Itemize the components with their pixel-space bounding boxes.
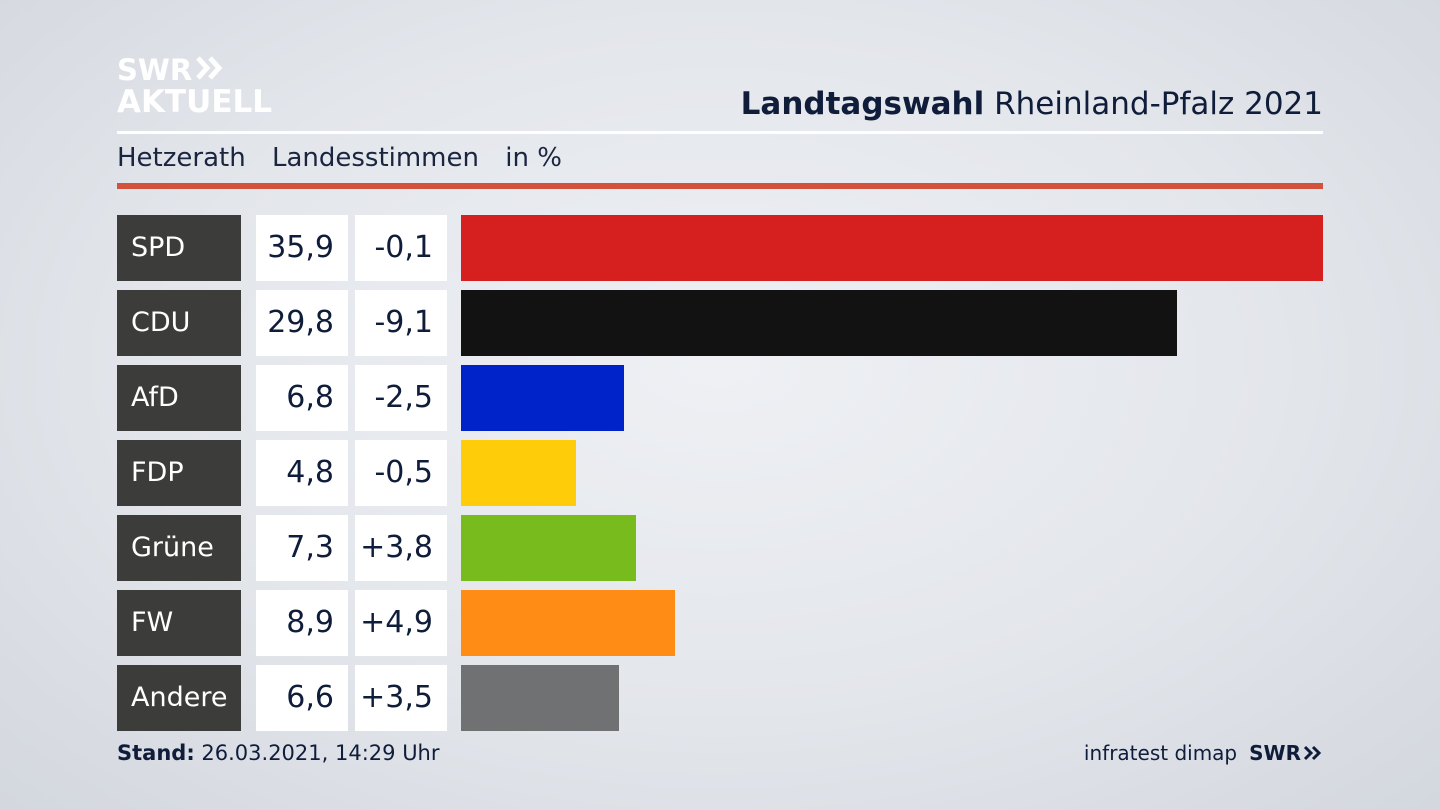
bar-row: FW 8,9 +4,9 <box>117 590 1323 656</box>
bar-row: CDU 29,8 -9,1 <box>117 290 1323 356</box>
subtitle-category: Landesstimmen <box>271 143 479 173</box>
footer-brand: SWR <box>1249 741 1301 765</box>
bar <box>461 365 624 431</box>
source-label: infratest dimap <box>1083 741 1238 765</box>
chevron-right-icon <box>1303 745 1322 761</box>
logo-line2: AKTUELL <box>117 84 273 120</box>
vote-share-label: 8,9 <box>256 590 348 656</box>
title-bold: Landtagswahl <box>740 86 985 122</box>
party-label: SPD <box>117 215 241 281</box>
party-label: CDU <box>117 290 241 356</box>
vote-share-label: 6,6 <box>256 665 348 731</box>
bar-row: Andere 6,6 +3,5 <box>117 665 1323 731</box>
accent-divider <box>117 183 1323 189</box>
change-label: -2,5 <box>355 365 447 431</box>
page-title: Landtagswahl Rheinland-Pfalz 2021 <box>741 86 1323 122</box>
vote-share-label: 29,8 <box>256 290 348 356</box>
change-label: +4,9 <box>355 590 447 656</box>
change-label: +3,5 <box>355 665 447 731</box>
chart-subtitle: Hetzerath Landesstimmen in % <box>117 143 580 173</box>
vote-share-label: 6,8 <box>256 365 348 431</box>
party-label: FDP <box>117 440 241 506</box>
swr-footer-logo: SWR <box>1249 741 1323 765</box>
bar <box>461 290 1177 356</box>
party-label: Andere <box>117 665 241 731</box>
logo-line1: SWR <box>117 53 193 87</box>
vote-share-label: 35,9 <box>256 215 348 281</box>
party-label: Grüne <box>117 515 241 581</box>
change-label: +3,8 <box>355 515 447 581</box>
bar-row: FDP 4,8 -0,5 <box>117 440 1323 506</box>
change-label: -0,5 <box>355 440 447 506</box>
title-rest: Rheinland-Pfalz 2021 <box>994 86 1323 122</box>
swr-aktuell-logo: SWR AKTUELL <box>117 54 272 118</box>
bar <box>461 215 1323 281</box>
party-label: AfD <box>117 365 241 431</box>
stand-value: 26.03.2021, 14:29 Uhr <box>201 741 440 765</box>
header-divider <box>117 131 1323 134</box>
timestamp: Stand: 26.03.2021, 14:29 Uhr <box>117 741 440 765</box>
bar <box>461 590 675 656</box>
bar <box>461 665 619 731</box>
chevron-right-icon <box>196 54 226 86</box>
vote-share-label: 7,3 <box>256 515 348 581</box>
subtitle-location: Hetzerath <box>117 143 246 173</box>
bar-row: Grüne 7,3 +3,8 <box>117 515 1323 581</box>
change-label: -0,1 <box>355 215 447 281</box>
bar-row: SPD 35,9 -0,1 <box>117 215 1323 281</box>
bar-row: AfD 6,8 -2,5 <box>117 365 1323 431</box>
bar <box>461 440 576 506</box>
change-label: -9,1 <box>355 290 447 356</box>
source-credit: infratest dimap SWR <box>1084 741 1323 765</box>
subtitle-unit: in % <box>505 143 562 173</box>
vote-share-label: 4,8 <box>256 440 348 506</box>
party-label: FW <box>117 590 241 656</box>
bar <box>461 515 636 581</box>
stand-label: Stand: <box>117 741 195 765</box>
